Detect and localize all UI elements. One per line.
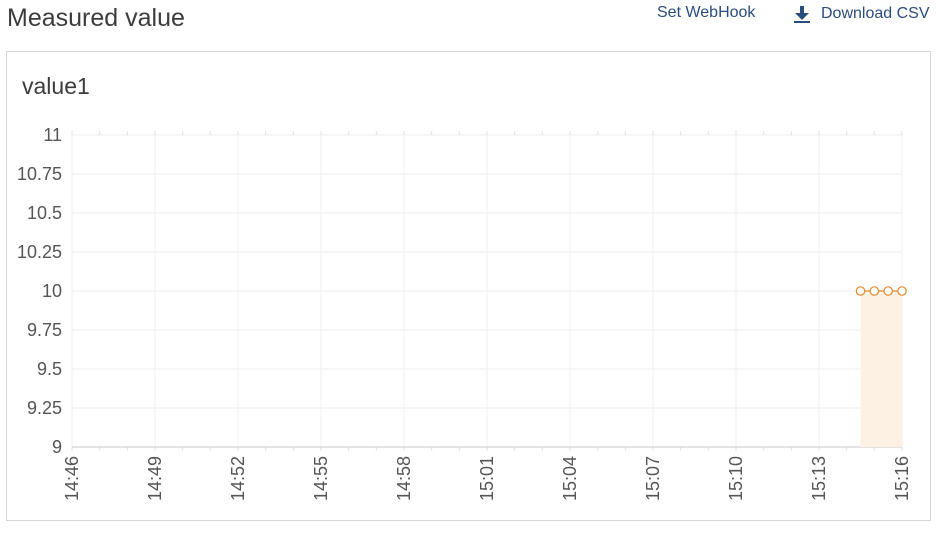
y-tick-label: 10.5	[27, 203, 62, 223]
y-tick-label: 9.5	[37, 359, 62, 379]
download-icon	[792, 4, 812, 24]
set-webhook-link[interactable]: Set WebHook	[657, 4, 755, 22]
data-point	[855, 286, 866, 296]
x-tick-label: 14:46	[62, 456, 82, 501]
y-tick-label: 11	[43, 125, 62, 145]
y-tick-label: 10.25	[17, 242, 62, 262]
page-title: Measured value	[7, 4, 185, 32]
x-tick-label: 15:16	[892, 456, 912, 501]
x-tick-label: 15:10	[726, 456, 746, 501]
y-tick-label: 9.25	[27, 398, 62, 418]
y-tick-label: 10.75	[17, 164, 62, 184]
chart-card: value1	[6, 51, 931, 521]
x-tick-label: 15:01	[477, 456, 497, 501]
data-point	[897, 286, 907, 296]
y-tick-label: 10	[42, 281, 62, 301]
x-tick-label: 15:07	[643, 456, 663, 501]
x-tick-label: 14:55	[311, 456, 331, 501]
x-tick-label: 15:13	[809, 456, 829, 501]
x-tick-label: 15:04	[560, 456, 580, 501]
chart-title: value1	[22, 73, 90, 99]
x-tick-label: 14:58	[394, 456, 414, 501]
x-tick-label: 14:49	[145, 456, 165, 501]
y-tick-label: 9.75	[27, 320, 62, 340]
download-csv-label: Download CSV	[821, 5, 930, 22]
data-point	[883, 286, 893, 296]
data-point	[869, 286, 880, 296]
series-area	[860, 291, 902, 447]
download-csv-link[interactable]: Download CSV	[792, 4, 930, 24]
y-tick-label: 9	[52, 437, 62, 457]
set-webhook-label: Set WebHook	[657, 4, 756, 21]
x-tick-label: 14:52	[228, 456, 248, 501]
